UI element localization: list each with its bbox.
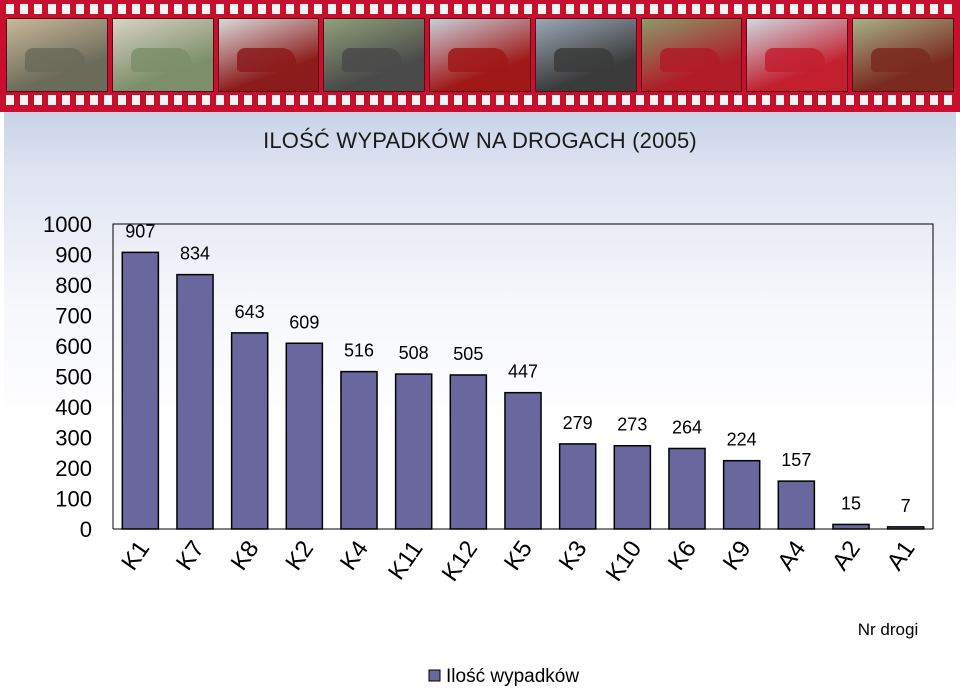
- y-tick-label: 1000: [43, 212, 92, 237]
- y-tick-label: 0: [80, 517, 92, 542]
- y-tick-label: 200: [55, 456, 92, 481]
- car-wreck-photo-icon: [6, 18, 108, 92]
- legend-label: Ilość wypadków: [446, 666, 579, 687]
- data-label: 907: [125, 221, 155, 241]
- bar: [285, 342, 324, 530]
- bar: [832, 523, 870, 530]
- data-label: 447: [508, 362, 538, 382]
- x-tick-label: K9: [718, 536, 757, 576]
- y-tick-label: 800: [55, 273, 92, 298]
- y-tick-label: 900: [55, 243, 92, 268]
- y-tick-label: 700: [55, 304, 92, 329]
- x-axis-label: Nr drogi: [858, 620, 918, 639]
- data-label: 15: [841, 493, 861, 513]
- data-label: 834: [180, 244, 210, 264]
- bar: [886, 526, 925, 530]
- y-tick-label: 300: [55, 426, 92, 451]
- y-tick-label: 600: [55, 334, 92, 359]
- x-tick-label: A4: [772, 536, 811, 576]
- car-wreck-photo-icon: [323, 18, 426, 92]
- y-tick-label: 100: [55, 487, 92, 512]
- vehicle-shape: [24, 47, 85, 73]
- vehicle-shape: [871, 47, 932, 73]
- bar: [340, 370, 378, 530]
- data-label: 7: [901, 496, 911, 516]
- bars: [121, 251, 925, 530]
- bar: [558, 443, 597, 530]
- rescue-photo-icon: [534, 18, 637, 92]
- x-tick-label: K1: [116, 536, 155, 576]
- x-tick-label: K11: [383, 536, 429, 585]
- chart-title: ILOŚĆ WYPADKÓW NA DROGACH (2005): [263, 128, 697, 153]
- x-tick-label: K6: [663, 536, 702, 576]
- bar: [176, 273, 214, 530]
- bar: [449, 374, 488, 530]
- vehicle-shape: [236, 47, 297, 73]
- y-tick-label: 400: [55, 395, 92, 420]
- filmstrip-header: [0, 0, 960, 112]
- tractor-crash-photo-icon: [852, 18, 955, 92]
- vehicle-shape: [765, 47, 826, 73]
- vehicle-shape: [659, 47, 720, 73]
- vehicle-shape: [130, 47, 191, 73]
- x-tick-label: A1: [882, 536, 921, 576]
- photo-frames: [6, 18, 955, 92]
- data-label: 516: [344, 341, 374, 361]
- truck-crash-photo-icon: [746, 18, 849, 92]
- y-tick-label: 500: [55, 365, 92, 390]
- x-tick-label: A2: [827, 536, 866, 576]
- film-perforation-bottom: [6, 95, 954, 105]
- x-tick-label: K8: [226, 536, 265, 576]
- car-wreck-photo-icon: [429, 18, 531, 92]
- data-label: 508: [399, 343, 429, 363]
- data-label: 264: [672, 417, 702, 437]
- data-label: 609: [289, 312, 319, 332]
- x-tick-label: K5: [499, 536, 538, 576]
- data-label: 505: [453, 344, 483, 364]
- bar: [613, 444, 652, 530]
- vehicle-shape: [448, 47, 508, 73]
- legend: Ilość wypadków: [428, 666, 579, 687]
- bar: [230, 332, 269, 530]
- x-tick-label: K7: [171, 536, 210, 576]
- data-label: 157: [781, 450, 811, 470]
- x-tick-label: K2: [280, 536, 319, 576]
- vehicle-shape: [553, 47, 614, 73]
- vehicle-shape: [342, 47, 403, 73]
- bar: [668, 447, 706, 530]
- bar: [777, 480, 816, 530]
- bar: [394, 373, 433, 530]
- plot-frame: [112, 223, 934, 529]
- data-label: 273: [617, 415, 647, 435]
- data-label: 279: [563, 413, 593, 433]
- data-label: 643: [235, 302, 265, 322]
- train-crash-photo-icon: [217, 18, 320, 92]
- x-tick-label: K10: [601, 536, 648, 586]
- film-perforation-top: [6, 4, 954, 14]
- bar: [722, 459, 761, 530]
- legend-swatch: [428, 669, 441, 682]
- car-wreck-photo-icon: [111, 18, 214, 92]
- x-tick-label: K3: [554, 536, 593, 576]
- data-label: 224: [727, 430, 757, 450]
- car-wreck-photo-icon: [640, 18, 743, 92]
- x-tick-label: K12: [437, 536, 484, 586]
- bar: [121, 251, 160, 530]
- x-tick-label: K4: [335, 536, 374, 576]
- bar: [504, 391, 542, 530]
- x-axis-ticks: K1 K7 K8 K2 K4 K11 K12 K5 K3 K10 K6 K9 A4 A2 A1: [116, 536, 920, 586]
